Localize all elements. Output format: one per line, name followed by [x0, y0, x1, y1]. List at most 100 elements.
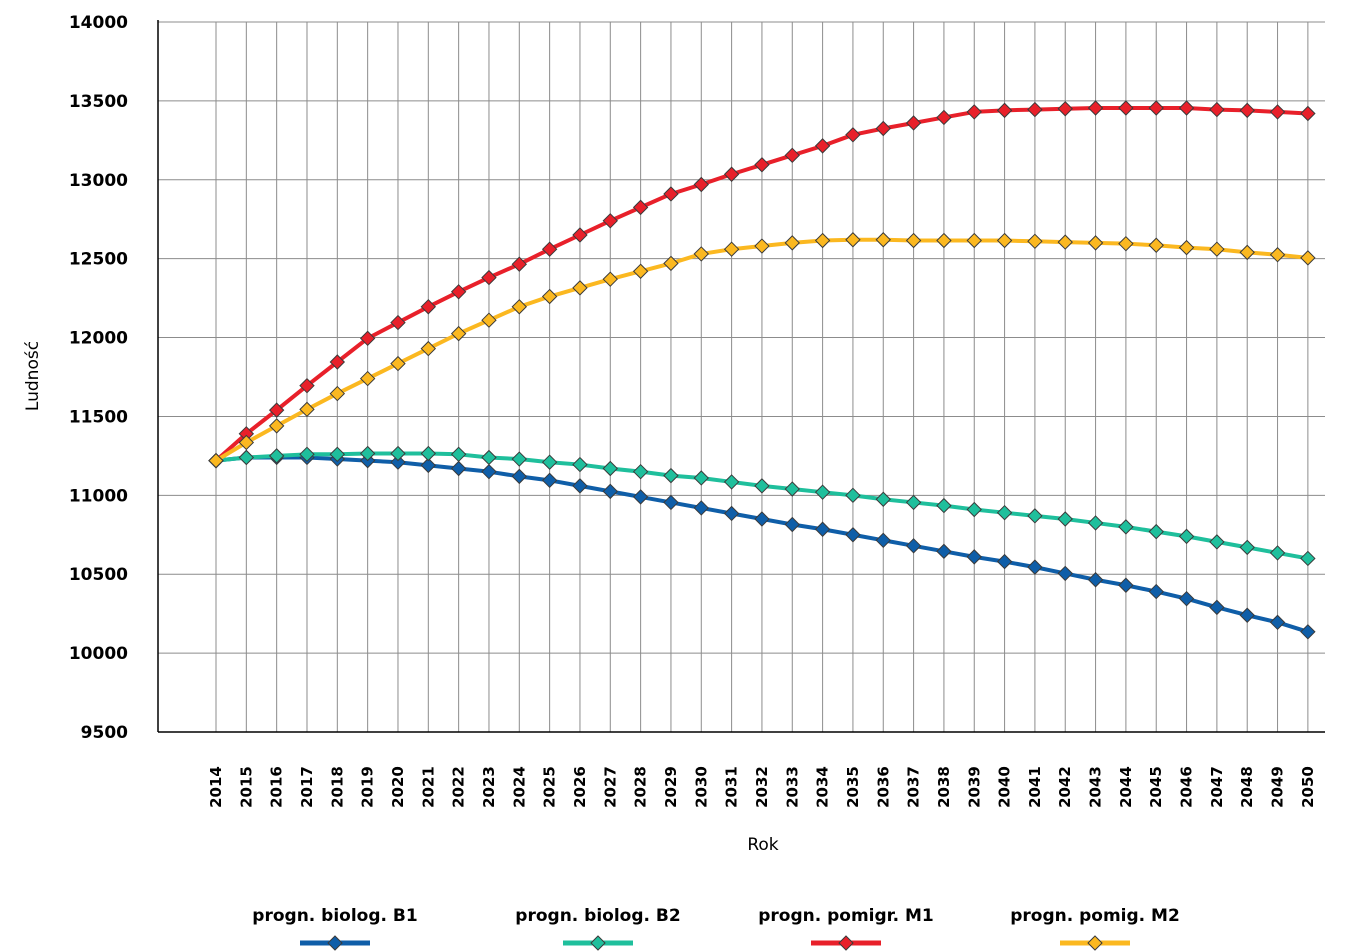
data-point [1239, 539, 1255, 556]
x-tick-label: 2023 [480, 766, 498, 808]
x-axis-title: Rok [747, 835, 778, 855]
x-tick-label: 2043 [1087, 766, 1105, 808]
data-point [754, 157, 770, 173]
data-point [1178, 590, 1195, 607]
data-point [1027, 508, 1043, 524]
data-point [663, 494, 679, 511]
data-point [511, 299, 528, 315]
data-point [481, 449, 497, 466]
x-tick-label: 2017 [298, 766, 316, 808]
data-point [541, 241, 558, 257]
data-point [1269, 104, 1286, 120]
data-point [814, 521, 831, 537]
data-point [541, 454, 558, 470]
data-point [1148, 523, 1164, 540]
x-tick-label: 2034 [814, 766, 832, 808]
data-point [1300, 550, 1316, 567]
data-point [693, 470, 709, 486]
x-tick-label: 2037 [905, 766, 923, 808]
x-tick-label: 2022 [450, 766, 468, 808]
x-tick-label: 2044 [1117, 766, 1135, 808]
data-point [784, 147, 800, 164]
series-lines [208, 100, 1316, 640]
y-axis-title: Ludność [23, 341, 43, 411]
data-point [845, 232, 861, 248]
y-tick-labels: 9500 10000 10500 11000 11500 12000 12500 13000 1… [69, 13, 128, 743]
data-point [1300, 105, 1316, 122]
data-point [1269, 247, 1286, 263]
data-point [1148, 100, 1164, 116]
data-point [936, 109, 952, 126]
data-point [572, 478, 588, 494]
data-point [814, 484, 831, 500]
data-point [996, 102, 1013, 119]
data-point [1239, 102, 1255, 119]
data-point [1209, 534, 1225, 550]
data-point [481, 463, 497, 480]
y-tick-label: 14000 [69, 13, 128, 33]
x-tick-label: 2047 [1208, 766, 1226, 808]
data-point [966, 104, 982, 120]
data-point [450, 325, 467, 342]
x-tick-label: 2025 [541, 766, 559, 808]
data-point [632, 463, 649, 480]
data-point [632, 263, 649, 279]
data-point [572, 456, 588, 473]
data-point [359, 445, 376, 462]
data-point [1027, 559, 1043, 575]
data-point [208, 452, 224, 469]
data-point [1269, 614, 1286, 631]
x-tick-label: 2035 [844, 766, 862, 808]
data-point [996, 232, 1013, 249]
x-tick-label: 2021 [419, 766, 437, 808]
x-tick-label: 2018 [328, 766, 346, 808]
data-point [572, 227, 588, 243]
data-point [1027, 101, 1043, 118]
data-point [390, 454, 406, 470]
data-point [1087, 100, 1104, 116]
data-point [602, 460, 618, 477]
legend-swatch-marker [1087, 935, 1103, 951]
legend-label: progn. biolog. B1 [252, 906, 417, 926]
y-tick-label: 13500 [69, 92, 128, 112]
x-tick-label: 2033 [783, 766, 801, 808]
data-point [329, 385, 346, 402]
data-point [541, 288, 558, 305]
data-point [663, 255, 679, 272]
data-point [1209, 241, 1225, 257]
data-point [329, 354, 346, 370]
data-point [936, 232, 952, 249]
x-tick-label: 2027 [601, 766, 619, 808]
x-tick-label: 2030 [692, 766, 710, 808]
x-tick-label: 2049 [1269, 766, 1287, 808]
data-point [359, 370, 376, 387]
grid [158, 21, 1325, 732]
x-tick-label: 2046 [1178, 766, 1196, 808]
data-point [845, 127, 861, 143]
data-point [390, 355, 406, 372]
data-point [1087, 515, 1104, 531]
data-point [602, 483, 618, 500]
data-point [996, 504, 1013, 521]
legend-swatch-marker [327, 935, 343, 951]
x-tick-label: 2048 [1238, 766, 1256, 808]
data-point [1057, 101, 1073, 117]
data-point [754, 478, 770, 494]
data-point [390, 445, 406, 462]
x-tick-label: 2045 [1147, 766, 1165, 808]
y-tick-label: 12000 [69, 329, 128, 349]
data-point [723, 241, 740, 257]
data-point [996, 553, 1013, 570]
data-point [814, 232, 831, 249]
data-point [511, 256, 528, 272]
series-4 [208, 232, 1316, 469]
legend-label: progn. biolog. B2 [515, 906, 680, 926]
data-point [754, 511, 770, 527]
x-tick-label: 2041 [1026, 766, 1044, 808]
data-point [572, 280, 588, 296]
data-point [663, 186, 679, 202]
data-point [754, 238, 770, 254]
x-tick-label: 2020 [389, 766, 407, 808]
data-point [1269, 545, 1286, 561]
data-point [1057, 565, 1073, 582]
